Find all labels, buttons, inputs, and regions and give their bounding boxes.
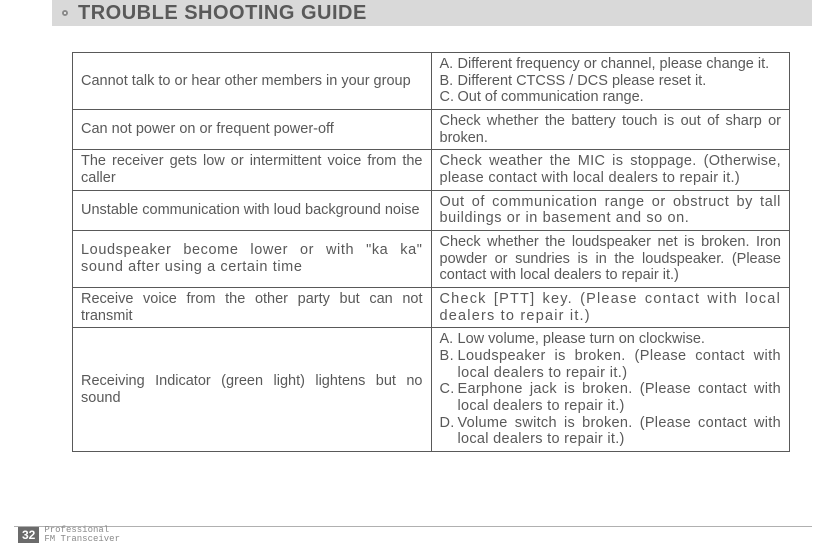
problem-cell: The receiver gets low or intermittent vo…: [73, 150, 432, 190]
table-row: Unstable communication with loud backgro…: [73, 190, 790, 230]
solution-item: B.Loudspeaker is broken. (Please contact…: [440, 348, 782, 381]
solution-cell: Check weather the MIC is stoppage. (Othe…: [431, 150, 790, 190]
title-bar: TROUBLE SHOOTING GUIDE: [52, 0, 812, 26]
footer-text: Professional FM Transceiver: [44, 526, 120, 544]
bullet-icon: [62, 10, 68, 16]
problem-cell: Receive voice from the other party but c…: [73, 288, 432, 328]
solution-cell: Check whether the battery touch is out o…: [431, 110, 790, 150]
solution-item: A.Different frequency or channel, please…: [440, 56, 782, 73]
problem-cell: Cannot talk to or hear other members in …: [73, 53, 432, 110]
page-number: 32: [18, 527, 39, 543]
solution-item: C.Out of communication range.: [440, 89, 782, 106]
solution-item: C.Earphone jack is broken. (Please conta…: [440, 381, 782, 414]
table-row: Loudspeaker become lower or with "ka ka"…: [73, 231, 790, 288]
table-row: Cannot talk to or hear other members in …: [73, 53, 790, 110]
footer-rule: [14, 526, 812, 527]
solution-item: B.Different CTCSS / DCS please reset it.: [440, 73, 782, 90]
solution-cell: A.Low volume, please turn on clockwise. …: [431, 328, 790, 452]
page-title: TROUBLE SHOOTING GUIDE: [78, 2, 367, 25]
table-row: The receiver gets low or intermittent vo…: [73, 150, 790, 190]
solution-item: A.Low volume, please turn on clockwise.: [440, 331, 782, 348]
problem-cell: Loudspeaker become lower or with "ka ka"…: [73, 231, 432, 288]
footer-line2: FM Transceiver: [44, 534, 120, 544]
table-row: Receiving Indicator (green light) lighte…: [73, 328, 790, 452]
troubleshoot-table: Cannot talk to or hear other members in …: [72, 52, 790, 452]
problem-cell: Receiving Indicator (green light) lighte…: [73, 328, 432, 452]
solution-cell: Check [PTT] key. (Please contact with lo…: [431, 288, 790, 328]
solution-cell: Out of communication range or obstruct b…: [431, 190, 790, 230]
page-root: TROUBLE SHOOTING GUIDE Cannot talk to or…: [0, 0, 827, 556]
solution-cell: Check whether the loudspeaker net is bro…: [431, 231, 790, 288]
problem-cell: Unstable communication with loud backgro…: [73, 190, 432, 230]
solution-cell: A.Different frequency or channel, please…: [431, 53, 790, 110]
problem-cell: Can not power on or frequent power-off: [73, 110, 432, 150]
page-footer: 32 Professional FM Transceiver: [18, 526, 120, 544]
table-row: Can not power on or frequent power-off C…: [73, 110, 790, 150]
table-row: Receive voice from the other party but c…: [73, 288, 790, 328]
solution-item: D.Volume switch is broken. (Please conta…: [440, 415, 782, 448]
